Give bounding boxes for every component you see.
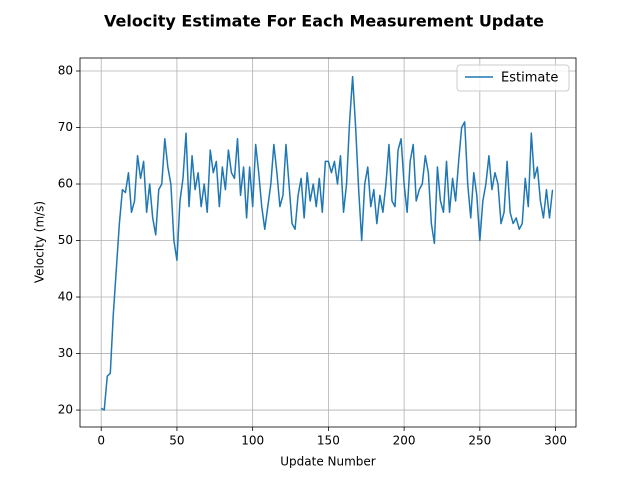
x-tick-label: 150	[317, 434, 340, 448]
legend-box	[456, 64, 570, 92]
data-line	[100, 75, 554, 411]
legend-label: Estimate	[501, 71, 558, 86]
x-tick-label: 250	[468, 434, 491, 448]
y-tick-label: 20	[58, 403, 73, 417]
y-tick-label: 30	[58, 346, 73, 360]
x-tick-label: 0	[97, 434, 105, 448]
y-tick-label: 80	[58, 63, 73, 77]
x-tick-label: 100	[241, 434, 264, 448]
plot-frame	[79, 57, 577, 428]
y-tick-label: 50	[58, 233, 73, 247]
x-tick-label: 200	[393, 434, 416, 448]
x-axis-label: Update Number	[280, 455, 376, 469]
x-tick-label: 300	[544, 434, 567, 448]
y-tick-label: 40	[58, 290, 73, 304]
chart-title: Velocity Estimate For Each Measurement U…	[104, 12, 544, 31]
x-tick-label: 50	[169, 434, 184, 448]
y-axis-label: Velocity (m/s)	[33, 201, 47, 283]
y-tick-label: 70	[58, 120, 73, 134]
y-tick-label: 60	[58, 177, 73, 191]
